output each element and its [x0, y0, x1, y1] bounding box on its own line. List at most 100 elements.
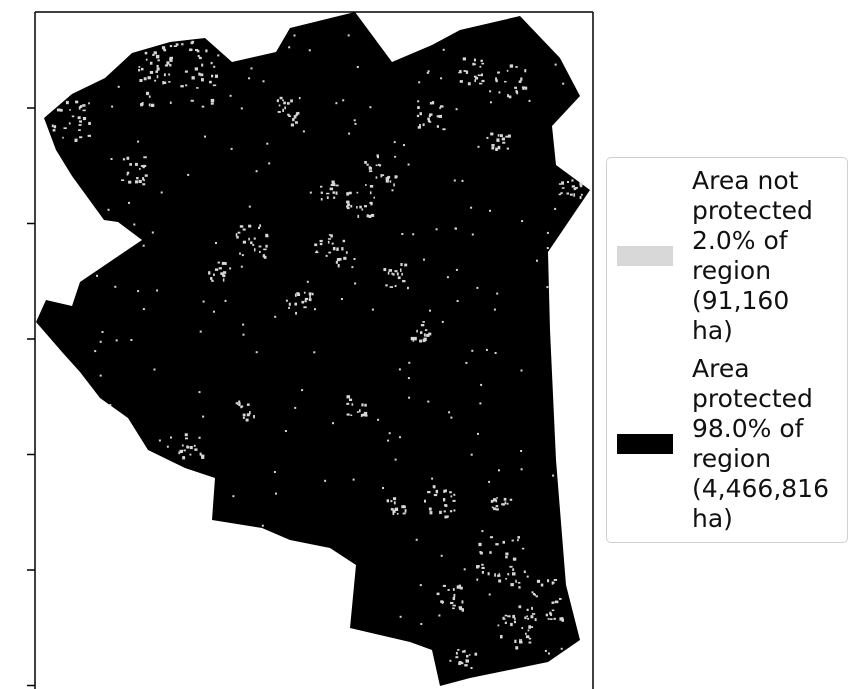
unprotected-speckle — [489, 551, 492, 554]
unprotected-speckle — [515, 579, 517, 583]
unprotected-speckle — [295, 114, 298, 117]
unprotected-speckle — [126, 173, 129, 176]
unprotected-speckle — [506, 69, 509, 72]
unprotected-speckle — [283, 101, 286, 105]
unprotected-speckle — [111, 105, 114, 108]
unprotected-speckle — [141, 102, 144, 106]
unprotected-speckle — [489, 90, 492, 93]
unprotected-speckle — [507, 573, 510, 576]
unprotected-speckle — [88, 102, 90, 105]
unprotected-speckle — [140, 103, 143, 107]
unprotected-speckle — [204, 135, 206, 138]
unprotected-speckle — [417, 100, 420, 103]
unprotected-speckle — [549, 612, 552, 615]
unprotected-speckle — [222, 271, 227, 274]
unprotected-speckle — [338, 257, 342, 261]
unprotected-speckle — [514, 639, 517, 643]
unprotected-speckle — [428, 115, 431, 118]
unprotected-speckle — [497, 574, 501, 577]
unprotected-speckle — [359, 409, 361, 413]
unprotected-speckle — [544, 649, 547, 652]
unprotected-speckle — [404, 263, 408, 267]
unprotected-speckle — [304, 300, 307, 303]
unprotected-speckle — [143, 179, 145, 182]
unprotected-speckle — [139, 168, 141, 170]
unprotected-speckle — [155, 70, 158, 73]
unprotected-speckle — [531, 606, 533, 610]
unprotected-speckle — [567, 181, 569, 183]
unprotected-speckle — [163, 81, 167, 84]
unprotected-speckle — [166, 445, 169, 448]
unprotected-speckle — [346, 413, 350, 416]
unprotected-speckle — [290, 123, 294, 127]
unprotected-speckle — [346, 192, 350, 196]
unprotected-speckle — [465, 361, 468, 364]
unprotected-speckle — [495, 543, 499, 546]
unprotected-speckle — [298, 97, 301, 100]
unprotected-speckle — [420, 623, 423, 625]
unprotected-speckle — [353, 258, 356, 260]
unprotected-speckle — [301, 389, 304, 392]
unprotected-speckle — [189, 48, 193, 51]
unprotected-speckle — [282, 99, 284, 102]
unprotected-speckle — [349, 398, 353, 401]
unprotected-speckle — [213, 273, 215, 276]
unprotected-speckle — [56, 108, 61, 112]
unprotected-speckle — [395, 175, 398, 178]
unprotected-speckle — [525, 632, 527, 635]
unprotected-speckle — [245, 418, 249, 422]
unprotected-speckle — [498, 469, 500, 472]
unprotected-speckle — [481, 530, 484, 533]
unprotected-speckle — [211, 74, 214, 78]
unprotected-speckle — [452, 499, 456, 502]
unprotected-speckle — [554, 600, 557, 603]
unprotected-speckle — [476, 578, 479, 581]
unprotected-speckle — [249, 411, 251, 415]
unprotected-speckle — [510, 622, 513, 627]
unprotected-speckle — [240, 265, 243, 268]
unprotected-speckle — [408, 396, 411, 399]
unprotected-speckle — [392, 273, 395, 276]
unprotected-speckle — [558, 183, 562, 185]
unprotected-speckle — [205, 49, 208, 53]
unprotected-speckle — [290, 99, 293, 103]
unprotected-speckle — [288, 46, 291, 49]
unprotected-speckle — [530, 615, 534, 619]
unprotected-speckle — [187, 173, 190, 176]
unprotected-speckle — [347, 34, 350, 37]
unprotected-speckle — [235, 402, 238, 405]
unprotected-speckle — [212, 84, 217, 87]
unprotected-speckle — [293, 115, 297, 119]
unprotected-speckle — [412, 339, 415, 342]
unprotected-speckle — [238, 404, 241, 407]
unprotected-speckle — [396, 512, 399, 515]
unprotected-speckle — [401, 272, 403, 276]
legend: Area not protected 2.0% of region (91,16… — [606, 157, 848, 543]
unprotected-speckle — [419, 584, 422, 587]
unprotected-speckle — [458, 661, 462, 663]
unprotected-speckle — [536, 259, 538, 262]
unprotected-speckle — [458, 584, 461, 588]
unprotected-speckle — [346, 200, 350, 204]
unprotected-speckle — [426, 71, 429, 74]
unprotected-speckle — [468, 654, 471, 656]
unprotected-speckle — [436, 592, 440, 596]
unprotected-speckle — [552, 474, 555, 477]
unprotected-speckle — [461, 600, 464, 604]
unprotected-speckle — [194, 67, 198, 71]
unprotected-speckle — [369, 191, 372, 195]
unprotected-speckle — [402, 512, 406, 515]
unprotected-speckle — [240, 107, 243, 110]
unprotected-speckle — [528, 637, 532, 640]
unprotected-speckle — [417, 106, 420, 109]
unprotected-speckle — [292, 118, 295, 122]
unprotected-speckle — [400, 263, 403, 266]
unprotected-speckle — [236, 402, 239, 405]
unprotected-speckle — [487, 572, 490, 576]
unprotected-speckle — [504, 621, 507, 624]
unprotected-speckle — [525, 635, 530, 639]
unprotected-speckle — [393, 501, 396, 505]
unprotected-speckle — [242, 413, 246, 417]
unprotected-speckle — [129, 163, 132, 166]
unprotected-speckle — [377, 418, 380, 421]
